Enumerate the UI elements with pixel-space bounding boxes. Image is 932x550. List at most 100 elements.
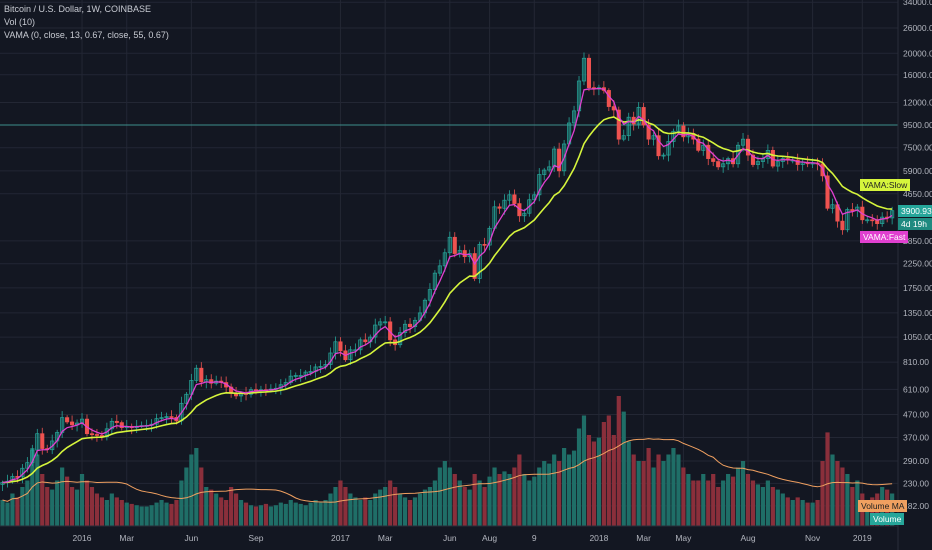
volume-bar	[184, 467, 189, 526]
candle	[333, 341, 338, 354]
candle	[497, 206, 502, 209]
candle	[338, 341, 343, 352]
volume-bar	[492, 467, 497, 526]
volume-bar	[686, 474, 691, 526]
volume-bar	[258, 505, 264, 526]
volume-bar	[209, 489, 214, 526]
volume-bar	[810, 502, 815, 526]
candle	[661, 154, 666, 157]
volume-bar	[740, 461, 746, 526]
symbol-title[interactable]: Bitcoin / U.S. Dollar, 1W, COINBASE	[4, 4, 152, 14]
time-tick-label: Jun	[185, 533, 199, 543]
candle	[298, 375, 303, 377]
volume-bar	[547, 463, 552, 526]
vama-indicator-label[interactable]: VAMA (0, close, 13, 0.67, close, 55, 0.6…	[4, 30, 169, 40]
volume-bar	[586, 435, 592, 526]
candle	[646, 124, 651, 140]
volume-bar	[696, 480, 701, 526]
candle	[348, 349, 353, 361]
volume-bar	[487, 476, 492, 526]
volume-bar	[785, 497, 790, 526]
price-tick-label: 182.00	[903, 501, 929, 511]
volume-bar	[537, 467, 542, 526]
candle	[586, 57, 592, 88]
time-tick-label: Mar	[119, 533, 134, 543]
candle	[109, 420, 114, 430]
candle	[855, 206, 860, 212]
candle	[159, 417, 164, 420]
candle	[666, 141, 671, 156]
candle	[626, 116, 631, 137]
vama-slow-badge: VAMA:Slow	[860, 179, 911, 191]
volume-indicator-label[interactable]: Vol (10)	[4, 17, 36, 27]
volume-bar	[303, 505, 308, 526]
volume-bar	[750, 480, 756, 526]
candle	[711, 158, 716, 162]
volume-bar	[149, 505, 154, 526]
candle	[199, 367, 204, 383]
candle	[845, 209, 850, 231]
volume-bar	[288, 500, 293, 526]
volume-bar	[566, 454, 572, 526]
volume-bar	[517, 454, 522, 526]
price-tick-label: 1750.00	[903, 283, 932, 293]
candle	[398, 332, 403, 346]
volume-bar	[402, 497, 408, 526]
vama-fast-line	[2, 87, 893, 484]
candle	[716, 161, 721, 168]
candle	[209, 379, 214, 384]
volume-bar	[412, 497, 418, 526]
volume-bar	[775, 489, 780, 526]
price-tick-label: 1350.00	[903, 308, 932, 318]
time-axis[interactable]: 2016 Mar Jun Sep 2017 Mar Jun Aug 9 2018 Mar May Aug…	[73, 533, 872, 543]
candle	[194, 367, 199, 381]
volume-bar	[219, 497, 224, 526]
volume-bar	[189, 454, 194, 526]
volume-bar	[199, 467, 204, 526]
candle	[35, 433, 40, 451]
volume-bar	[383, 487, 388, 526]
time-tick-label: 2017	[331, 533, 350, 543]
candle	[437, 265, 442, 274]
volume-bar	[815, 500, 820, 526]
volume-bar	[94, 493, 100, 526]
volume-bar	[651, 467, 656, 526]
volume-bar	[840, 467, 845, 526]
volume-bar	[830, 454, 835, 526]
volume-bar	[10, 493, 15, 526]
candle	[25, 462, 30, 469]
candle	[70, 421, 75, 426]
volume-bar	[278, 502, 283, 526]
volume-bar	[447, 467, 452, 526]
volume-ma-badge: Volume MA	[858, 500, 908, 512]
volume-bar	[676, 454, 681, 526]
candle	[447, 236, 452, 254]
volume-bar	[800, 500, 805, 526]
volume-bar	[522, 474, 527, 526]
time-tick-label: Aug	[482, 533, 497, 543]
candles	[0, 52, 895, 491]
volume-bar	[298, 503, 303, 526]
volume-bar	[109, 493, 114, 526]
volume-bar	[726, 474, 731, 526]
volume-bar	[224, 500, 229, 526]
candle	[383, 321, 388, 324]
candle	[740, 138, 746, 146]
volume-bar	[855, 480, 860, 526]
volume-bar	[417, 493, 423, 526]
volume-bar	[139, 506, 144, 526]
candle	[378, 321, 383, 326]
volume-bar	[432, 480, 437, 526]
price-tick-label: 20000.00	[903, 48, 932, 58]
last-price-badge: 3900.93	[898, 205, 932, 217]
volume-bar	[0, 500, 5, 526]
volume-bar	[581, 415, 587, 526]
volume-bar	[5, 502, 10, 526]
volume-bar	[865, 500, 870, 526]
candle	[452, 236, 457, 254]
volume-bar	[243, 502, 249, 526]
volume-bar	[353, 497, 358, 526]
volume-bar	[313, 500, 318, 526]
price-axis[interactable]: 34000.00 26000.00 20000.00 16000.00 12000.00…	[903, 0, 932, 511]
